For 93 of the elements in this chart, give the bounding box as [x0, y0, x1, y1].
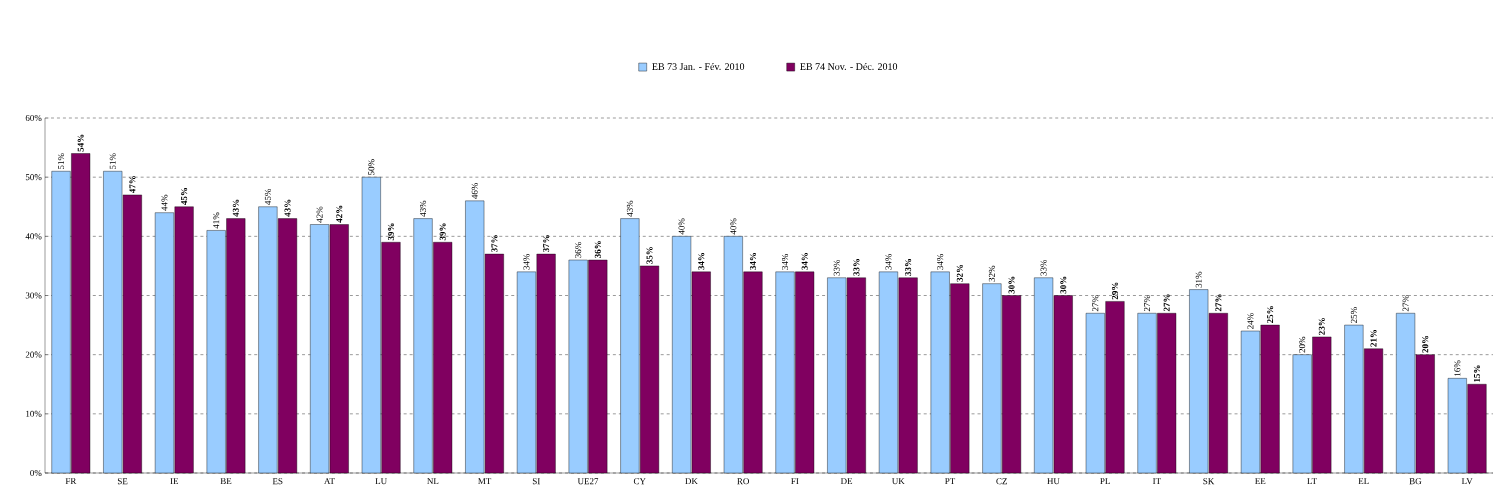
- data-label: 32%: [988, 265, 995, 282]
- data-label: 42%: [316, 206, 323, 223]
- y-tick-label: 0%: [30, 469, 42, 477]
- data-label: 39%: [439, 223, 446, 241]
- x-tick-label: SE: [117, 478, 128, 485]
- y-tick-label: 60%: [25, 114, 42, 122]
- data-label: 24%: [1247, 313, 1254, 329]
- data-label: 33%: [905, 258, 912, 276]
- data-label: 23%: [1318, 318, 1325, 335]
- x-tick-label: EE: [1255, 478, 1266, 485]
- x-tick-label: PT: [945, 478, 956, 485]
- data-label: 39%: [387, 223, 395, 241]
- x-tick-label: MT: [478, 478, 492, 485]
- data-label: 34%: [781, 254, 789, 270]
- x-tick-label: BE: [220, 478, 232, 485]
- data-label: 20%: [1422, 335, 1429, 353]
- x-tick-label: HU: [1047, 478, 1060, 485]
- data-label: 20%: [1299, 336, 1306, 353]
- x-tick-label: IT: [1152, 478, 1161, 485]
- x-tick-label: EL: [1358, 478, 1369, 485]
- data-label: 43%: [284, 199, 291, 217]
- x-tick-label: DE: [840, 478, 853, 485]
- data-label: 16%: [1454, 360, 1461, 376]
- data-label: 50%: [368, 159, 375, 175]
- data-label: 32%: [956, 264, 963, 282]
- data-label: 27%: [1215, 294, 1222, 312]
- data-label: 34%: [523, 254, 530, 270]
- data-label: 29%: [1111, 282, 1119, 300]
- data-label: 34%: [885, 254, 892, 270]
- x-tick-label: LV: [1461, 478, 1473, 485]
- data-label: 37%: [491, 235, 498, 253]
- data-label: 42%: [336, 205, 343, 223]
- data-label: 51%: [109, 153, 116, 170]
- data-label: 30%: [1060, 276, 1067, 294]
- data-label: 34%: [937, 254, 944, 270]
- data-label: 27%: [1143, 295, 1151, 312]
- data-label: 51%: [57, 153, 65, 170]
- data-label: 54%: [77, 134, 84, 152]
- data-label: 27%: [1092, 295, 1099, 312]
- data-label: 33%: [1040, 259, 1047, 276]
- data-label: 30%: [1008, 276, 1015, 294]
- data-label: 34%: [698, 253, 705, 270]
- data-label: 35%: [646, 247, 653, 264]
- x-tick-label: NL: [427, 478, 439, 485]
- data-label: 33%: [853, 258, 860, 276]
- data-label: 36%: [575, 242, 582, 258]
- data-label: 46%: [471, 183, 478, 199]
- y-tick-label: 30%: [25, 292, 42, 299]
- x-tick-label: FI: [791, 478, 799, 485]
- x-tick-label: CZ: [996, 478, 1007, 485]
- data-label: 15%: [1473, 365, 1481, 382]
- data-label: 21%: [1370, 329, 1377, 347]
- data-label: 47%: [129, 176, 136, 194]
- data-label: 36%: [594, 241, 601, 258]
- data-label: 25%: [1350, 307, 1357, 323]
- x-tick-label: IE: [170, 478, 179, 485]
- x-tick-label: UK: [891, 478, 905, 485]
- x-tick-label: LT: [1307, 478, 1317, 485]
- y-tick-label: 10%: [26, 410, 42, 417]
- x-tick-label: UE27: [577, 478, 599, 485]
- y-tick-label: 40%: [25, 233, 42, 240]
- data-label: 40%: [678, 218, 685, 235]
- data-label: 34%: [749, 253, 757, 270]
- data-label: 43%: [419, 200, 427, 217]
- x-tick-label: FR: [65, 478, 77, 485]
- data-label: 43%: [626, 200, 633, 217]
- x-tick-label: RO: [737, 478, 749, 485]
- data-label: 31%: [1195, 271, 1202, 288]
- y-tick-label: 20%: [25, 351, 42, 358]
- data-label: 40%: [730, 218, 737, 235]
- data-label: 27%: [1163, 294, 1170, 312]
- legend-label: EB 74 Nov. - Déc. 2010: [800, 62, 898, 71]
- data-label: 45%: [181, 187, 188, 205]
- x-tick-label: BG: [1409, 478, 1422, 485]
- x-tick-label: AT: [324, 478, 335, 485]
- data-label: 34%: [801, 253, 808, 270]
- data-label: 41%: [213, 212, 220, 229]
- data-label: 45%: [264, 188, 271, 205]
- data-label: 33%: [833, 259, 840, 276]
- legend-label: EB 73 Jan. - Fév. 2010: [652, 62, 745, 71]
- data-label: 25%: [1267, 306, 1274, 324]
- data-label: 44%: [161, 194, 168, 211]
- data-label: 37%: [543, 235, 550, 253]
- x-tick-label: PL: [1100, 478, 1110, 485]
- data-label: 27%: [1402, 295, 1409, 312]
- x-tick-label: DK: [685, 478, 698, 485]
- x-tick-label: ES: [272, 478, 283, 485]
- x-tick-label: SI: [532, 478, 540, 485]
- x-tick-label: CY: [633, 478, 646, 485]
- x-tick-label: LU: [375, 478, 387, 485]
- x-tick-label: SK: [1203, 478, 1215, 485]
- data-label: 43%: [232, 199, 239, 217]
- y-tick-label: 50%: [25, 174, 42, 181]
